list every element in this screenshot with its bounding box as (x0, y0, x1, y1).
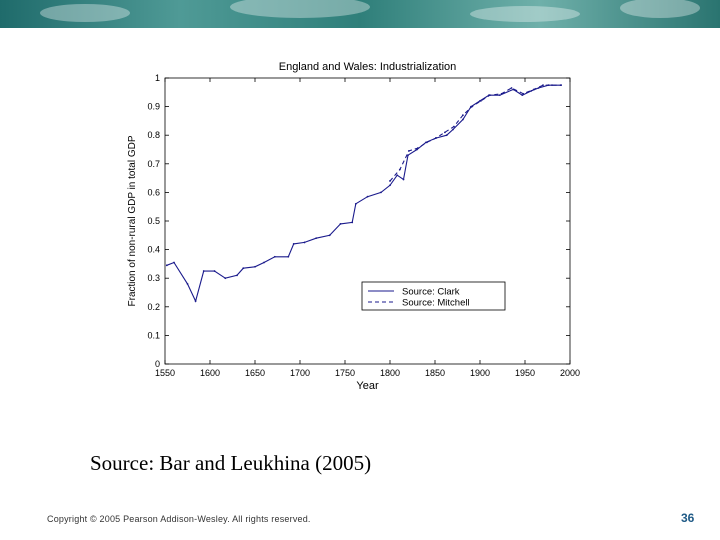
banner-cloud (470, 6, 580, 22)
data-point-mitchell (500, 92, 503, 95)
data-point-clark (521, 94, 524, 97)
data-point-clark (498, 94, 501, 97)
plot-frame (164, 77, 571, 365)
data-point-clark (292, 242, 295, 245)
data-point-clark (396, 174, 399, 177)
data-point-mitchell (435, 137, 437, 139)
y-tick-label: 0.1 (147, 330, 160, 340)
data-point-clark (303, 241, 306, 244)
data-point-clark (242, 267, 245, 270)
data-point-mitchell (522, 92, 525, 95)
y-tick-label: 0.6 (147, 187, 160, 197)
data-point-clark (315, 237, 318, 240)
legend-box (361, 281, 506, 311)
legend-label: Source: Clark (402, 287, 460, 298)
x-tick-label: 1750 (335, 368, 355, 378)
data-point-clark (445, 134, 448, 137)
data-point-mitchell (399, 168, 401, 171)
x-axis-label: Year (356, 380, 379, 392)
x-tick-label: 1900 (470, 368, 490, 378)
data-point-clark (173, 261, 175, 264)
source-caption: Source: Bar and Leukhina (2005) (90, 451, 372, 475)
data-point-clark (236, 274, 238, 277)
data-point-mitchell (444, 131, 446, 134)
data-point-clark (254, 265, 256, 268)
data-point-clark (165, 264, 168, 267)
x-tick-label: 1700 (290, 368, 310, 378)
data-point-clark (194, 300, 197, 302)
y-tick-label: 0.9 (147, 102, 160, 112)
data-point-mitchell (389, 180, 391, 182)
banner-cloud (230, 0, 370, 18)
y-tick-label: 1 (155, 73, 160, 83)
data-point-clark (202, 270, 205, 272)
data-point-mitchell (462, 114, 464, 117)
x-tick-label: 1600 (200, 368, 220, 378)
x-tick-label: 1650 (245, 368, 265, 378)
data-point-mitchell (560, 84, 562, 87)
data-point-clark (224, 277, 227, 280)
data-point-clark (186, 283, 189, 285)
y-tick-label: 0.3 (147, 273, 160, 283)
data-point-mitchell (426, 141, 428, 144)
data-point-clark (354, 202, 357, 205)
data-point-clark (339, 222, 342, 225)
data-point-clark (273, 255, 276, 258)
page-number: 36 (681, 511, 695, 525)
y-tick-label: 0.7 (147, 159, 160, 169)
data-point-mitchell (510, 87, 513, 89)
data-point-mitchell (453, 125, 455, 128)
data-point-mitchell (533, 88, 535, 91)
data-point-mitchell (542, 84, 544, 87)
data-point-mitchell (471, 105, 473, 108)
data-point-clark (328, 234, 331, 237)
data-point-clark (287, 255, 290, 258)
data-point-mitchell (489, 94, 491, 97)
chart-title: England and Wales: Industrialization (279, 61, 457, 73)
line-chart: England and Wales: Industrialization 1550… (127, 61, 580, 392)
data-point-clark (389, 184, 391, 187)
y-tick-label: 0.2 (147, 302, 160, 312)
legend-label: Source: Mitchell (402, 298, 470, 309)
data-point-clark (380, 191, 382, 194)
y-tick-label: 0.5 (147, 216, 160, 226)
copyright-notice: Copyright © 2005 Pearson Addison-Wesley.… (47, 514, 311, 524)
y-tick-label: 0.8 (147, 130, 160, 140)
top-banner (0, 0, 720, 28)
y-tick-label: 0.4 (147, 245, 160, 255)
x-tick-label: 1800 (380, 368, 400, 378)
data-point-mitchell (417, 147, 419, 149)
data-point-clark (366, 195, 369, 198)
data-point-clark (452, 128, 454, 131)
data-point-mitchell (480, 99, 482, 102)
x-tick-label: 2000 (560, 368, 580, 378)
data-point-clark (530, 89, 533, 92)
x-tick-label: 1850 (425, 368, 445, 378)
series-line-clark (166, 84, 561, 303)
data-point-clark (537, 87, 540, 89)
data-point-mitchell (408, 150, 410, 152)
data-point-clark (462, 118, 464, 121)
y-tick-label: 0 (155, 359, 160, 369)
data-point-clark (351, 221, 354, 224)
data-point-mitchell (551, 84, 553, 87)
data-point-clark (402, 178, 405, 181)
banner-cloud (620, 0, 700, 18)
x-tick-label: 1950 (515, 368, 535, 378)
data-point-clark (263, 261, 265, 264)
x-tick-label: 1550 (155, 368, 175, 378)
series-line-mitchell (389, 84, 561, 182)
banner-cloud (40, 4, 130, 22)
y-axis-label: Fraction of non-rural GDP in total GDP (127, 135, 138, 306)
data-point-clark (213, 270, 216, 272)
chart-container: England and Wales: Industrialization 1550… (120, 50, 600, 395)
